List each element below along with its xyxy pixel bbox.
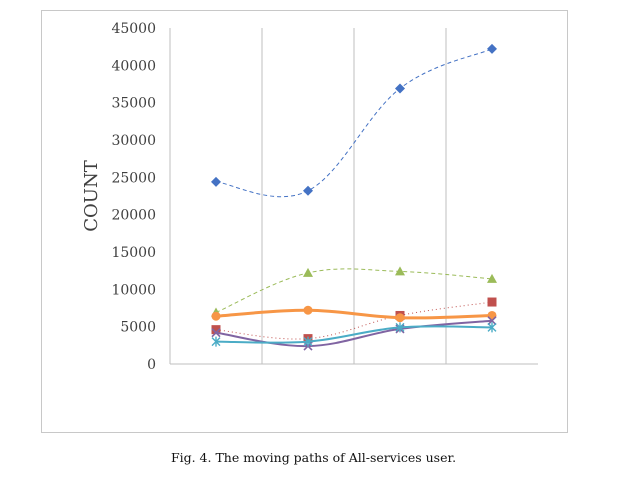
data-point-square	[211, 325, 221, 335]
line-chart: 0 5000 10000 15000 20000 25000 30000 35000 40000…	[81, 21, 538, 373]
data-point-diamond	[487, 43, 497, 54]
data-point-x	[487, 316, 497, 326]
series-6	[211, 322, 497, 347]
y-tick-label: 25000	[111, 170, 156, 186]
y-tick-labels: 0 5000 10000 15000 20000 25000 30000 35000 40000…	[111, 21, 156, 373]
y-tick-label: 45000	[111, 21, 156, 37]
data-point-square	[487, 297, 497, 307]
grid-lines	[261, 28, 447, 364]
chart-frame	[41, 10, 568, 433]
y-tick-label: 15000	[111, 245, 156, 261]
y-axis-label: COUNT	[81, 160, 102, 231]
axes	[169, 28, 538, 365]
series-line	[215, 308, 493, 320]
y-tick-label: 10000	[111, 282, 156, 298]
series-line	[215, 268, 493, 313]
figure-caption: Fig. 4. The moving paths of All-services…	[170, 450, 457, 465]
y-tick-label: 5000	[120, 320, 156, 336]
series-line	[215, 319, 493, 348]
data-point-x	[211, 328, 221, 338]
series-1	[211, 43, 497, 198]
data-point-star	[211, 336, 221, 347]
y-tick-label: 40000	[111, 58, 156, 74]
data-point-circle	[303, 305, 313, 315]
data-point-triangle	[487, 273, 497, 283]
data-point-triangle	[303, 267, 313, 277]
data-point-star	[395, 322, 405, 333]
y-tick-label: 35000	[111, 96, 156, 112]
data-point-star	[303, 336, 313, 347]
series-line	[215, 301, 493, 340]
data-point-diamond	[303, 185, 313, 196]
series-line	[215, 325, 493, 344]
y-tick-label: 30000	[111, 133, 156, 149]
series-group	[211, 43, 497, 351]
data-point-diamond	[211, 176, 221, 187]
y-tick-label: 0	[147, 357, 156, 373]
data-point-star	[487, 322, 497, 333]
series-line	[215, 48, 493, 198]
data-point-circle	[211, 311, 221, 321]
data-point-diamond	[395, 83, 405, 94]
y-tick-label: 20000	[111, 208, 156, 224]
data-point-triangle	[395, 266, 405, 276]
data-point-circle	[395, 313, 405, 323]
